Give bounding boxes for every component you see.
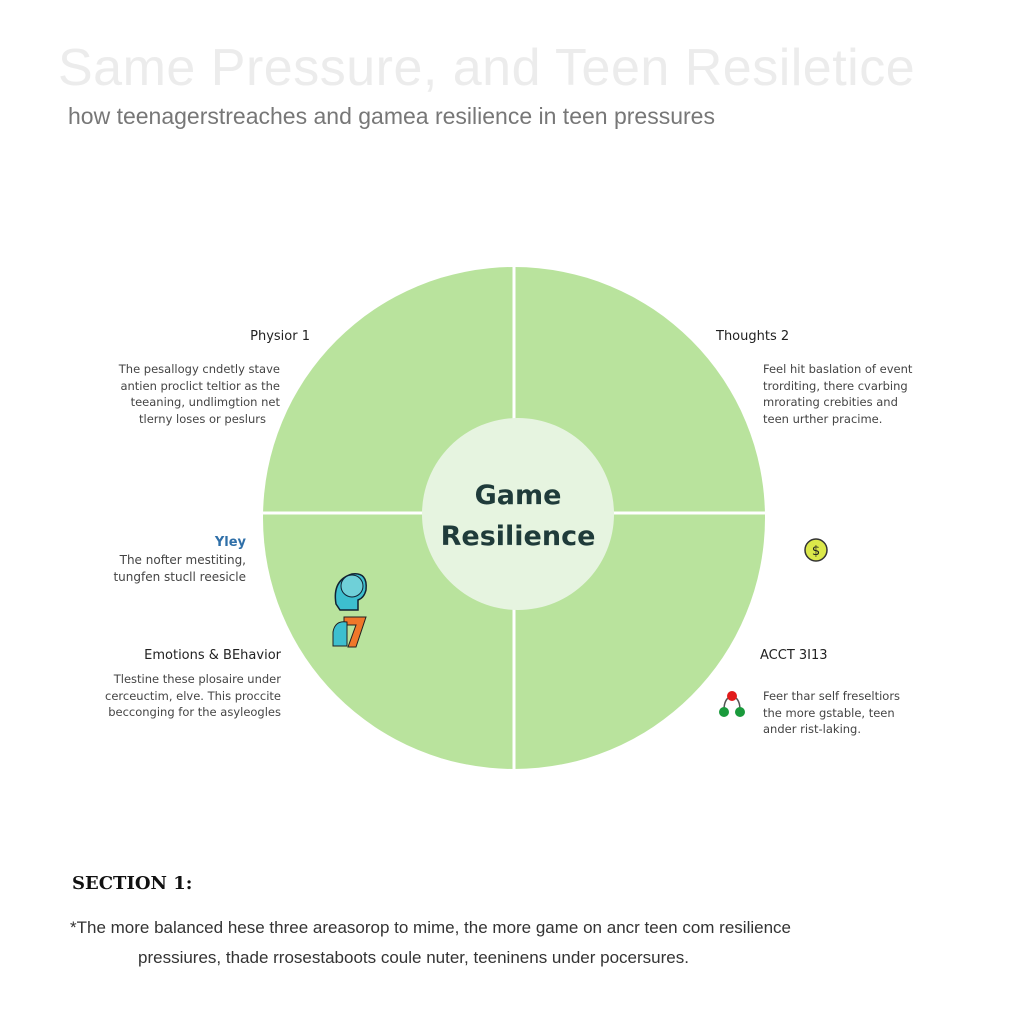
text-line: The pesallogy cndetly stave	[118, 362, 280, 376]
svg-text:$: $	[812, 544, 820, 559]
section-title: SECTION 1:	[72, 873, 193, 894]
text-line: Feel hit baslation of event	[763, 362, 913, 376]
text-line: The nofter mestiting,	[119, 553, 246, 567]
dollar-coin-icon: $	[804, 538, 828, 562]
quadrant-text-act: Feer thar self freseltiors the more gsta…	[763, 688, 963, 738]
note-line: *The more balanced hese three areasorop …	[70, 918, 791, 937]
footer-note: *The more balanced hese three areasorop …	[70, 913, 970, 973]
brain-head-icon	[334, 573, 367, 611]
quadrant-text-emotions: Tlestine these plosaire under cerceuctim…	[41, 671, 281, 721]
quadrant-text-physical: The pesallogy cndetly stave antien procl…	[40, 361, 280, 427]
network-nodes-icon	[719, 691, 745, 717]
page-subtitle: how teenagerstreaches and gamea resilien…	[68, 103, 715, 129]
text-line: the more gstable, teen	[763, 705, 895, 720]
center-circle	[422, 418, 614, 610]
text-line: Tlestine these plosaire under	[113, 672, 281, 686]
side-note-text: The nofter mestiting, tungfen stucll ree…	[46, 552, 246, 585]
center-label-line2: Resilience	[440, 521, 596, 552]
text-line: cerceuctim, elve. This proccite	[105, 688, 281, 703]
text-line: ander rist-laking.	[763, 722, 862, 736]
text-line: teeaning, undlimgtion net	[130, 395, 280, 409]
text-line: mrorating crebities and	[763, 395, 898, 409]
head-seven-icon	[332, 616, 367, 648]
text-line: trorditing, there cvarbing	[763, 378, 908, 393]
text-line: becconging for the asyleogles	[108, 705, 281, 719]
side-note-title: Yley	[214, 535, 246, 550]
text-line: tlerny loses or peslurs	[139, 411, 266, 426]
quadrant-title-emotions: Emotions & BEhavior	[144, 648, 281, 663]
text-line: tungfen stucll reesicle	[113, 569, 246, 584]
quadrant-title-physical: Physior 1	[250, 329, 310, 344]
quadrant-title-act: ACCT 3I13	[760, 648, 828, 663]
quadrant-title-thoughts: Thoughts 2	[716, 329, 790, 344]
text-line: antien proclict teltior as the	[120, 378, 280, 393]
quadrant-text-thoughts: Feel hit baslation of event trorditing, …	[763, 361, 963, 427]
text-line: Feer thar self freseltiors	[763, 689, 901, 703]
center-label: Game Resilience	[420, 475, 616, 557]
text-line: teen urther pracime.	[763, 411, 883, 426]
page-title: Same Pressure, and Teen Resiletice	[58, 39, 916, 97]
center-label-line1: Game	[474, 480, 562, 511]
note-line: pressiures, thade rrosestaboots coule nu…	[138, 948, 689, 967]
